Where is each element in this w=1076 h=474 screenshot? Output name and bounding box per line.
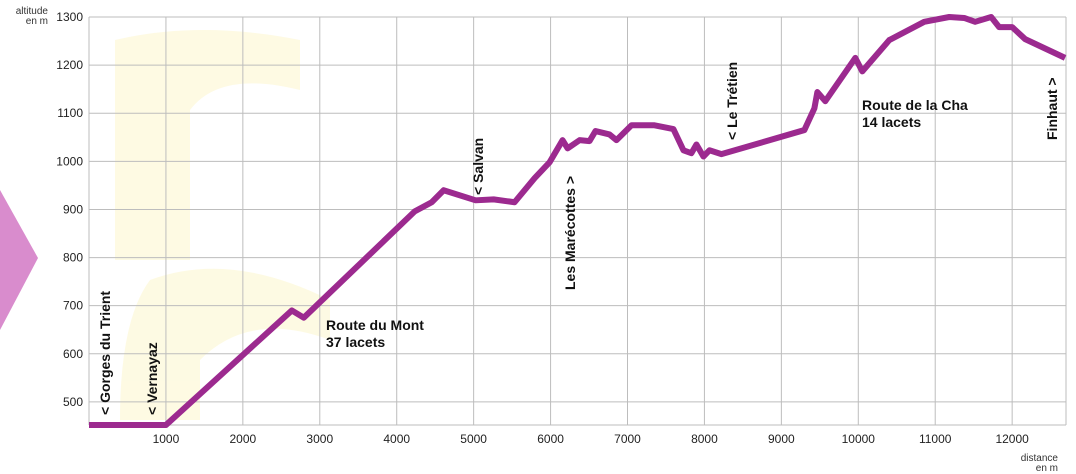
y-axis-unit: en m [26,16,48,27]
annotation: < Salvan [470,138,486,195]
annotation: Route du Mont [326,317,424,333]
y-tick-label: 900 [63,202,83,216]
x-tick-label: 11000 [919,432,952,446]
annotation: 37 lacets [326,334,385,350]
x-tick-label: 6000 [537,432,564,446]
x-tick-label: 9000 [768,432,795,446]
y-tick-label: 1100 [57,106,83,120]
y-tick-label: 800 [63,251,83,265]
y-tick-label: 1300 [56,10,83,24]
annotation: Finhaut > [1044,77,1060,140]
x-tick-label: 12000 [995,432,1029,446]
y-tick-label: 1200 [56,58,83,72]
x-tick-label: 7000 [614,432,641,446]
y-axis-label: altitude [16,6,49,17]
x-tick-label: 2000 [230,432,257,446]
y-tick-label: 500 [63,395,83,409]
x-axis-label: distance [1021,453,1059,464]
watermark [115,30,330,420]
annotation: < Le Trétien [724,62,740,140]
profile-line [89,14,1067,428]
logo-shape [120,268,330,420]
x-tick-label: 8000 [691,432,718,446]
chevron [0,190,38,330]
y-tick-label: 1000 [56,154,83,168]
annotation: Les Marécottes > [562,176,578,290]
annotation: < Vernayaz [144,342,160,415]
x-axis-unit: en m [1036,463,1058,474]
y-tick-label: 700 [63,299,83,313]
logo-shape [115,30,300,260]
x-tick-label: 3000 [306,432,333,446]
annotation: 14 lacets [862,114,921,130]
annotation: Route de la Cha [862,97,968,113]
y-tick-label: 600 [63,347,83,361]
x-tick-label: 4000 [383,432,410,446]
x-tick-label: 1000 [153,432,180,446]
annotation: < Gorges du Trient [97,291,113,415]
x-tick-label: 10000 [842,432,876,446]
x-tick-label: 5000 [460,432,487,446]
